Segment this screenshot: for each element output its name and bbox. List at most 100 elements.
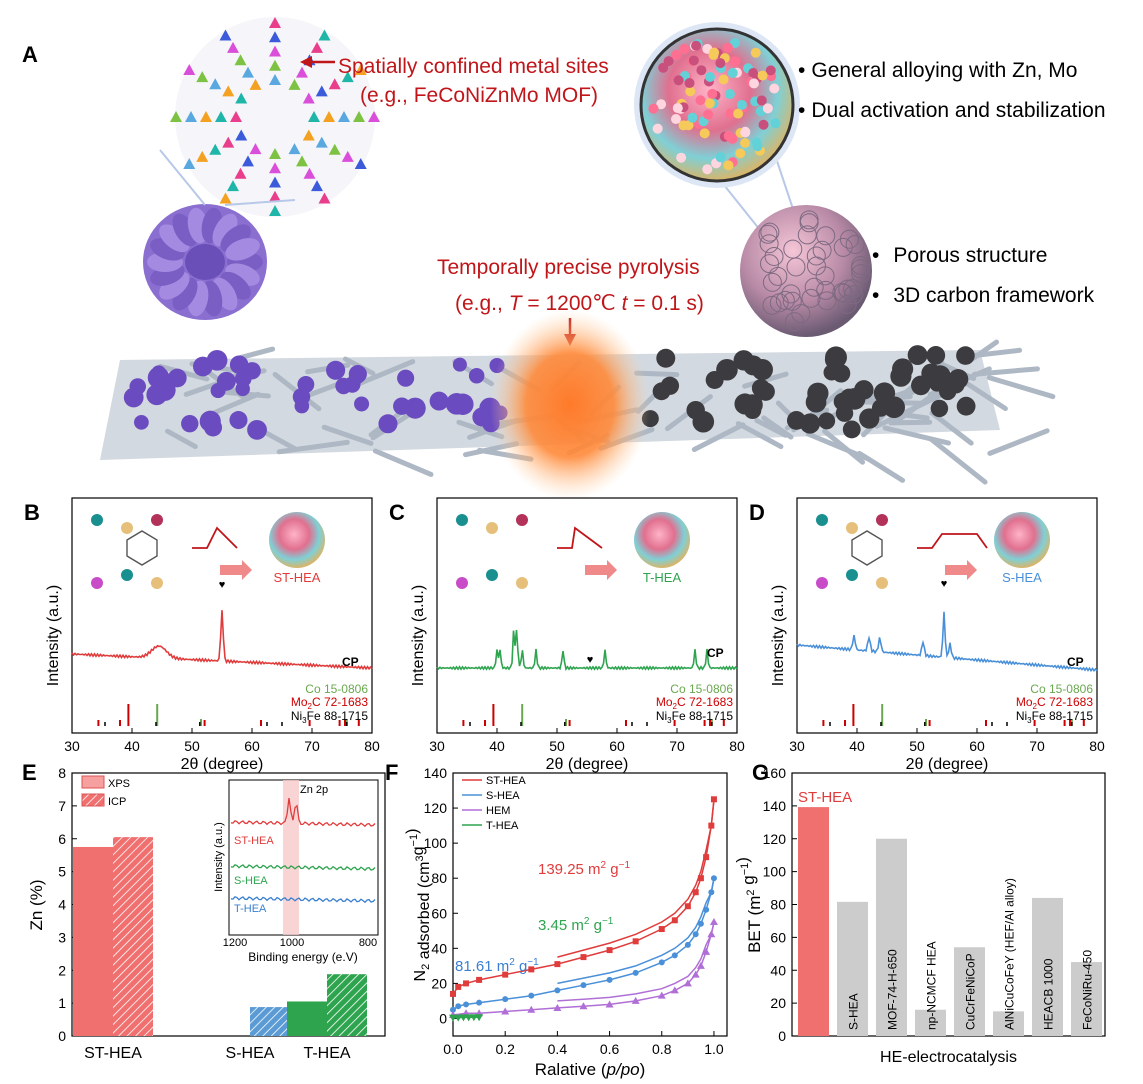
- y-axis-label-part: adsorbed (cm: [416, 861, 433, 963]
- category-label: ST-HEA: [84, 1045, 142, 1062]
- carbon-particle: [653, 382, 671, 400]
- carbon-particle: [840, 389, 857, 406]
- process-arrow: [585, 560, 617, 580]
- atom: [740, 138, 750, 148]
- panel-e: E 012345678Zn (%)ST-HEA S-HEA T-HEAXPSICPS…: [22, 760, 385, 1062]
- bar-label: MOF-74-H-650: [886, 949, 900, 1030]
- atom: [757, 95, 767, 105]
- y-tick-label: 6: [58, 831, 66, 847]
- fiber: [375, 451, 431, 474]
- ref-label-part: Ni: [1016, 709, 1027, 723]
- x-tick-label: 80: [364, 738, 380, 754]
- point: [703, 907, 709, 913]
- zn-content-chart: 012345678Zn (%)ST-HEA S-HEA T-HEAXPSICPST-…: [27, 765, 385, 1062]
- x-tick-label: 40: [124, 738, 140, 754]
- fiber: [989, 378, 1053, 397]
- ref-label-part: Mo: [656, 695, 673, 709]
- atom: [723, 160, 733, 170]
- metal-ion: [121, 569, 133, 581]
- mof-particle: [129, 378, 146, 395]
- heating-profile: [557, 528, 602, 548]
- point: [707, 930, 715, 937]
- point: [554, 987, 560, 993]
- point: [502, 996, 508, 1002]
- panel-label-b: B: [24, 500, 40, 525]
- y-tick-label: 160: [763, 765, 787, 781]
- y-axis-label: Intensity (a.u.): [45, 585, 62, 686]
- carbon-particle: [859, 408, 879, 428]
- carbon-particle: [836, 404, 853, 421]
- category-label: S-HEA: [226, 1045, 275, 1062]
- y-axis-label-part: g: [410, 846, 427, 855]
- inset-x-tick-label: 1000: [280, 937, 304, 949]
- point: [450, 991, 456, 997]
- atom: [674, 75, 684, 85]
- mof-particle: [297, 376, 314, 393]
- mof-particle: [349, 365, 367, 383]
- x-tick-label: 70: [304, 738, 320, 754]
- mof-particle: [430, 392, 449, 411]
- nanoparticle-inset: [634, 512, 690, 568]
- x-tick-label: 0.2: [495, 1041, 515, 1057]
- bar-label: AlNiCuCoFeY (HEF/Al alloy): [1003, 878, 1017, 1030]
- fiber: [990, 431, 1047, 454]
- y-tick-label: 0: [778, 1028, 786, 1044]
- heart-marker: ♥: [587, 654, 594, 666]
- y-tick-label: 80: [770, 897, 786, 913]
- x-tick-label: 30: [429, 738, 445, 754]
- atom: [700, 128, 710, 138]
- carbon-particle: [926, 346, 945, 365]
- carbon-particle: [818, 412, 835, 429]
- nanoparticle-inset: [269, 512, 325, 568]
- inset-series-label: ST-HEA: [234, 835, 274, 847]
- ref-label-part: Mo: [291, 695, 308, 709]
- carbon-particle: [743, 355, 763, 375]
- metal-ion: [846, 522, 858, 534]
- pyrolysis-title: Temporally precise pyrolysis: [437, 256, 700, 279]
- point: [698, 921, 704, 927]
- bar: [798, 807, 829, 1036]
- point: [580, 954, 586, 960]
- point: [607, 947, 613, 953]
- point: [476, 1000, 482, 1006]
- fiber: [931, 439, 985, 482]
- inset-y-axis-label: Intensity (a.u.): [213, 822, 225, 892]
- y-tick-label: 140: [424, 765, 448, 781]
- point: [693, 931, 699, 937]
- ref-label-ni3fe: Ni3Fe 88-1715: [291, 709, 369, 725]
- mof-particle: [148, 367, 170, 389]
- bullet-carbon-framework: • 3D carbon framework: [872, 284, 1095, 307]
- mof-particle: [230, 355, 249, 374]
- y-axis-label: Zn (%): [27, 880, 46, 931]
- legend-label: T-HEA: [486, 820, 519, 832]
- atom: [705, 98, 715, 108]
- carbon-particle: [807, 383, 828, 404]
- y-tick-label: 80: [431, 870, 447, 886]
- mof-particle: [335, 378, 351, 394]
- sample-label: S-HEA: [1002, 570, 1042, 585]
- xrd-curve: [72, 610, 372, 669]
- ref-label-part: C 72-1683: [1037, 695, 1093, 709]
- annotation-unit: g: [606, 861, 619, 878]
- ref-label-part: C 72-1683: [312, 695, 368, 709]
- y-axis-label: BET (m2 g−1): [733, 857, 764, 953]
- y-tick-label: 140: [763, 798, 787, 814]
- atom: [735, 148, 745, 158]
- mof-particle: [181, 415, 198, 432]
- carbon-particle: [956, 346, 975, 365]
- zn-highlight: [283, 780, 299, 935]
- y-tick-label: 2: [58, 962, 66, 978]
- legend-label: ST-HEA: [486, 775, 526, 787]
- atom: [709, 50, 719, 60]
- atom: [759, 120, 769, 130]
- atom: [752, 138, 762, 148]
- panel-g: G 020406080100120140160BET (m2 g−1)ST-HE…: [733, 760, 1105, 1066]
- atom: [769, 84, 779, 94]
- x-tick-label: 1.0: [704, 1041, 724, 1057]
- mof-particle: [354, 396, 369, 411]
- x-tick-label: 30: [64, 738, 80, 754]
- x-tick-label: 70: [1029, 738, 1045, 754]
- ref-label-ni3fe: Ni3Fe 88-1715: [1016, 709, 1094, 725]
- panel-b: B30 40 50 60 70 802θ (degree)Intensity (a.u.)…: [24, 498, 380, 773]
- metal-ion: [486, 569, 498, 581]
